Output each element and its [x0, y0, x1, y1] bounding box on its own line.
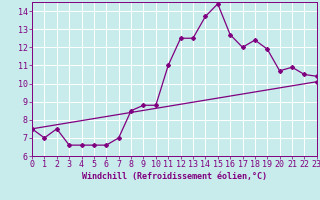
X-axis label: Windchill (Refroidissement éolien,°C): Windchill (Refroidissement éolien,°C) — [82, 172, 267, 181]
